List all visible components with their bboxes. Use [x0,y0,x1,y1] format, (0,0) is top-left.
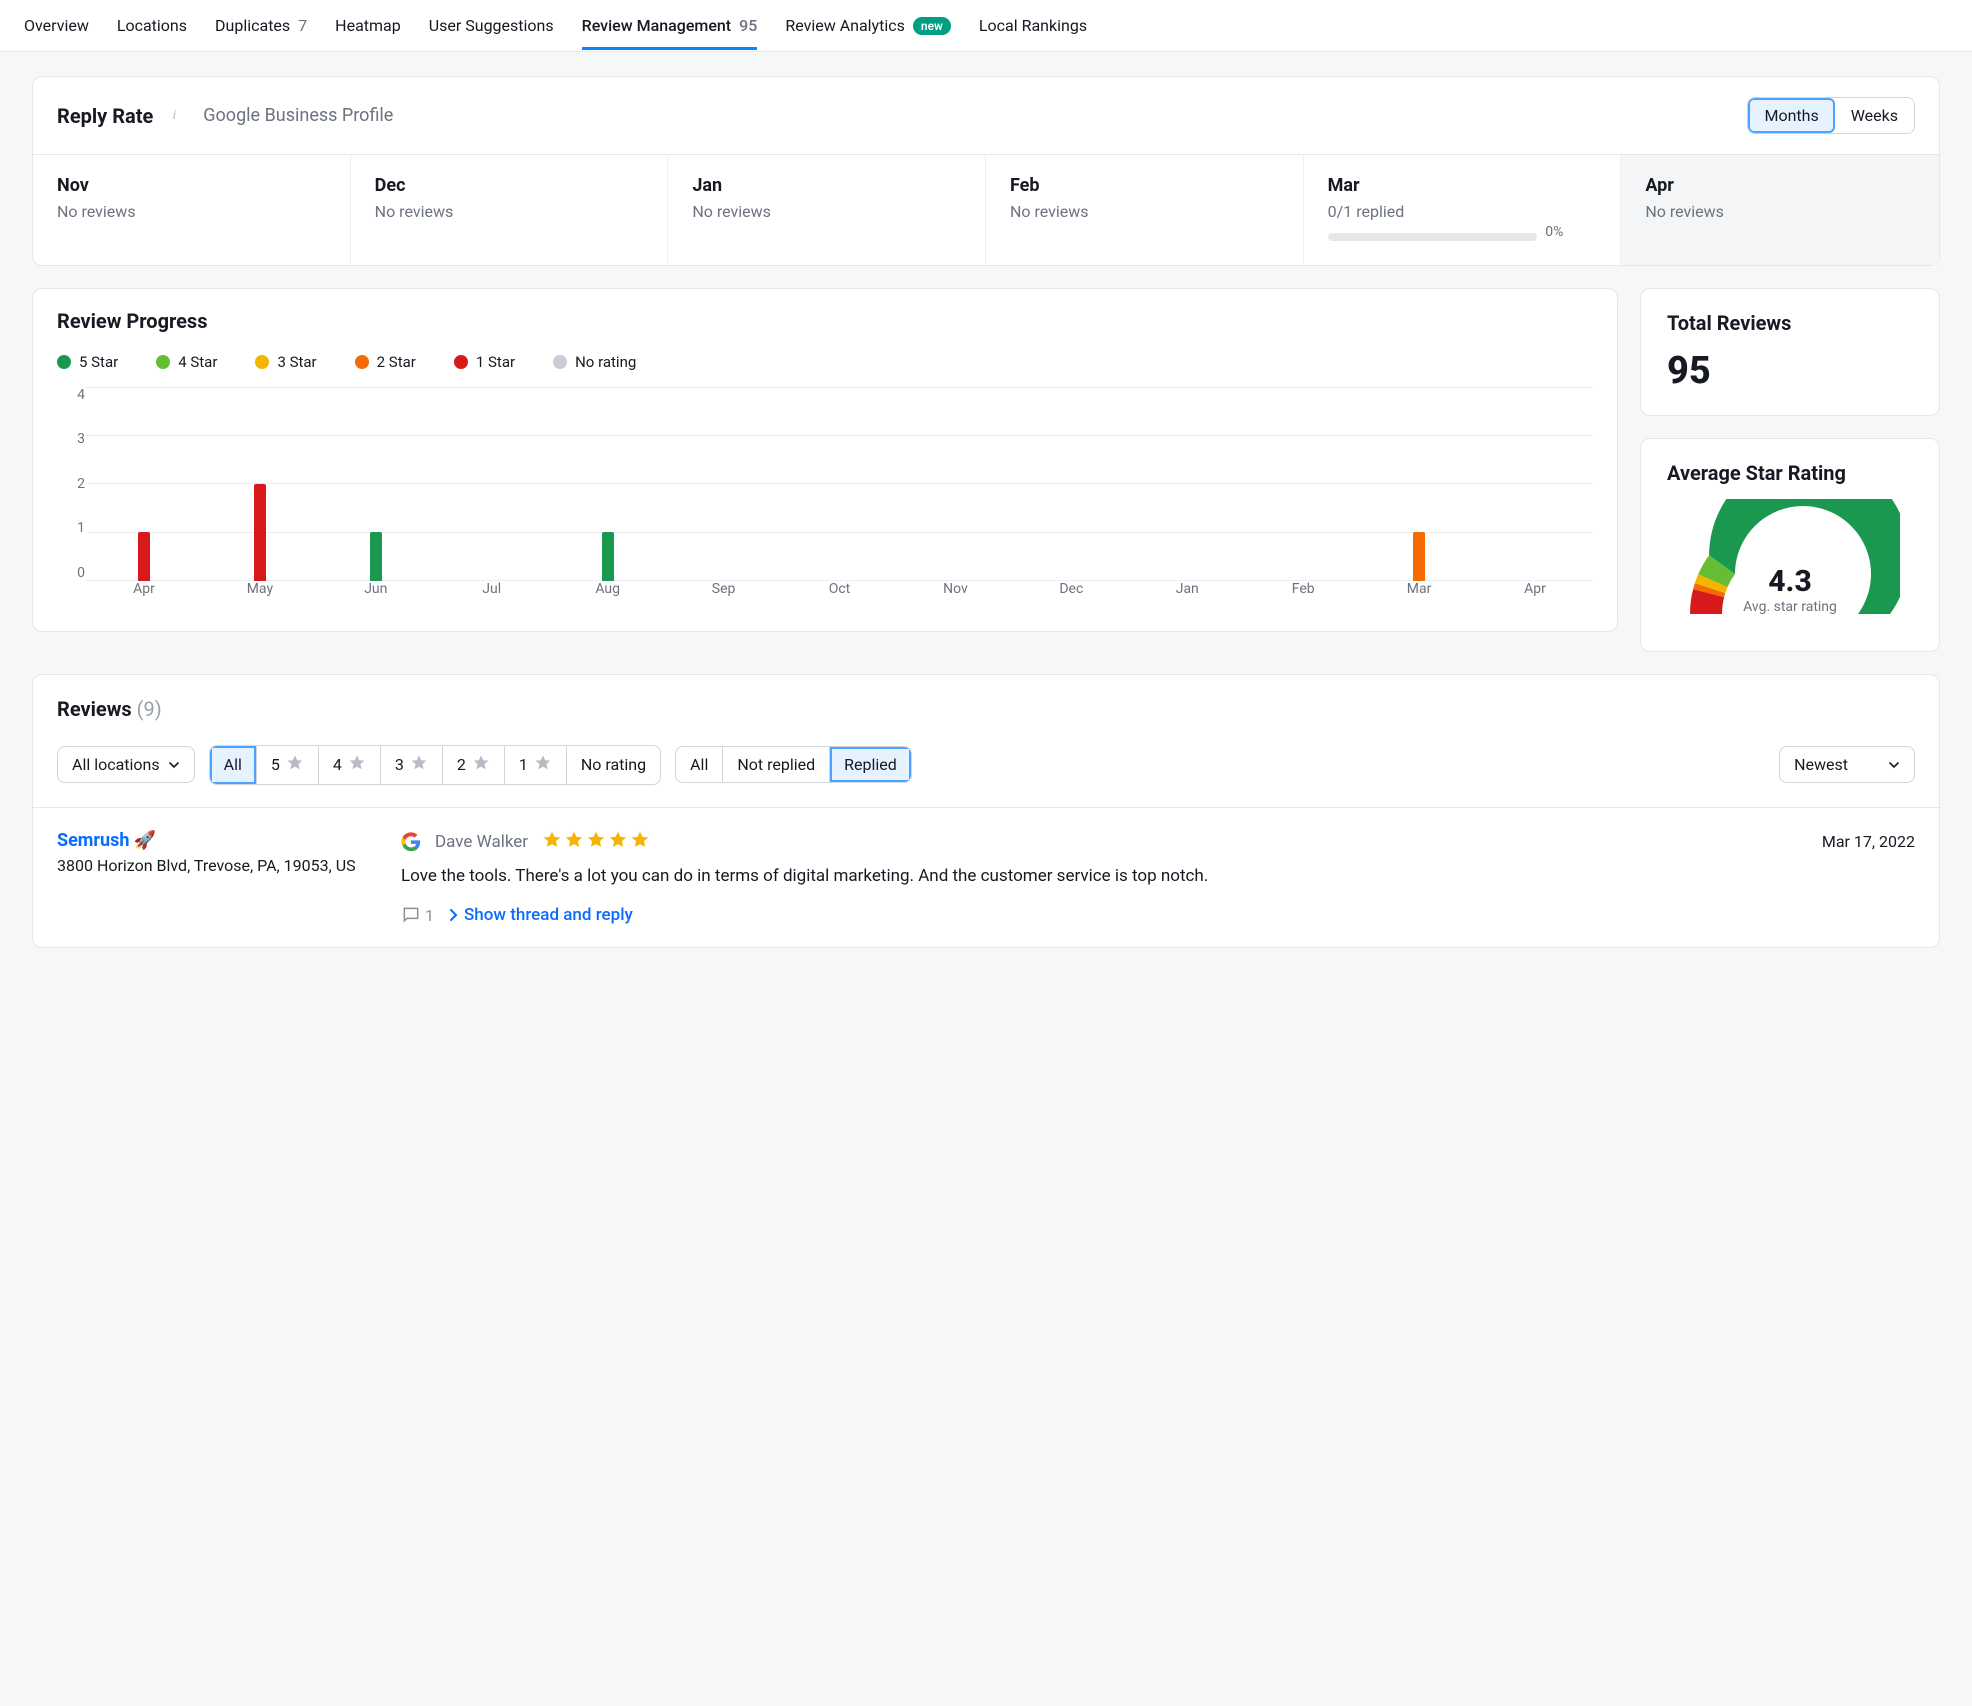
star-icon [564,830,584,854]
avg-rating-value: 4.3 [1680,564,1900,599]
star-filter-all[interactable]: All [210,746,257,784]
legend-item: No rating [553,353,636,371]
avg-rating-sub: Avg. star rating [1680,599,1900,615]
locations-filter-label: All locations [72,755,160,774]
star-filter-none[interactable]: No rating [567,746,660,784]
review-row: Semrush 🚀 3800 Horizon Blvd, Trevose, PA… [33,807,1939,948]
tab-overview[interactable]: Overview [24,2,89,49]
total-reviews-value: 95 [1667,349,1913,393]
tab-review-analytics[interactable]: Review Analyticsnew [785,2,951,49]
chart-legend: 5 Star 4 Star 3 Star 2 Star 1 Star No rating [33,337,1617,379]
show-thread-link[interactable]: Show thread and reply [448,905,633,925]
tab-local-rankings[interactable]: Local Rankings [979,2,1087,49]
chevron-down-icon [1888,759,1900,771]
avg-rating-gauge: 4.3 Avg. star rating [1680,499,1900,619]
review-stars [542,830,650,854]
star-icon [630,830,650,854]
chart-bar [1413,532,1425,581]
star-filter-five[interactable]: 5 [257,746,319,784]
total-reviews-card: Total Reviews 95 [1640,288,1940,416]
thread-count: 1 [425,906,434,925]
star-filter-two[interactable]: 2 [443,746,505,784]
legend-item: 4 Star [156,353,217,371]
month-cell-mar[interactable]: Mar0/1 replied0% [1304,155,1622,265]
review-body: Love the tools. There's a lot you can do… [401,864,1915,890]
review-progress-chart: 43210 AprMayJunJulAugSepOctNovDecJanFebM… [57,387,1593,607]
chart-bar [370,532,382,581]
avg-rating-title: Average Star Rating [1667,461,1913,485]
toggle-months[interactable]: Months [1748,98,1834,133]
legend-item: 5 Star [57,353,118,371]
reviews-card: Reviews (9) All locations All54321No rat… [32,674,1940,949]
tab-duplicates[interactable]: Duplicates7 [215,2,307,49]
legend-item: 2 Star [355,353,416,371]
google-icon [401,832,421,852]
star-icon [608,830,628,854]
chart-bar [138,532,150,581]
month-cell-feb[interactable]: FebNo reviews [986,155,1304,265]
review-progress-card: Review Progress 5 Star 4 Star 3 Star 2 Star… [32,288,1618,632]
reviews-title: Reviews [57,697,132,721]
toggle-weeks[interactable]: Weeks [1835,98,1914,133]
reply-rate-subtitle: Google Business Profile [203,105,393,126]
star-filter-three[interactable]: 3 [381,746,443,784]
legend-item: 1 Star [454,353,515,371]
info-icon[interactable]: i [165,107,183,125]
tab-review-management[interactable]: Review Management95 [582,2,758,49]
reply-filter-all[interactable]: All [676,747,723,782]
star-icon [542,830,562,854]
reply-filter-not-replied[interactable]: Not replied [723,747,830,782]
month-cell-apr[interactable]: AprNo reviews [1621,155,1939,265]
tab-locations[interactable]: Locations [117,2,187,49]
sort-label: Newest [1794,755,1848,774]
review-date: Mar 17, 2022 [1822,832,1915,851]
reply-filter-group: All Not replied Replied [675,746,912,783]
avg-rating-card: Average Star Rating 4.3 Avg. star rating [1640,438,1940,652]
review-address: 3800 Horizon Blvd, Trevose, PA, 19053, U… [57,855,377,877]
star-filter-group: All54321No rating [209,745,661,785]
reviews-count: (9) [137,697,162,721]
total-reviews-title: Total Reviews [1667,311,1913,335]
tab-user-suggestions[interactable]: User Suggestions [429,2,554,49]
star-filter-one[interactable]: 1 [505,746,567,784]
sort-select[interactable]: Newest [1779,746,1915,783]
reply-filter-replied[interactable]: Replied [830,747,911,782]
period-toggle: Months Weeks [1747,97,1915,134]
locations-filter[interactable]: All locations [57,746,195,783]
star-icon [586,830,606,854]
chart-bar [602,532,614,581]
tab-heatmap[interactable]: Heatmap [335,2,401,49]
review-progress-title: Review Progress [57,309,207,333]
month-cell-nov[interactable]: NovNo reviews [33,155,351,265]
chevron-down-icon [168,759,180,771]
legend-item: 3 Star [255,353,316,371]
show-thread-label: Show thread and reply [464,905,633,925]
reply-rate-title: Reply Rate [57,104,153,128]
top-tabs: Overview Locations Duplicates7 Heatmap User … [0,0,1972,52]
comment-icon: 1 [401,905,434,925]
months-row: NovNo reviewsDecNo reviewsJanNo reviewsF… [33,154,1939,265]
review-brand[interactable]: Semrush 🚀 [57,830,377,851]
reply-rate-card: Reply Rate i Google Business Profile Mon… [32,76,1940,266]
star-filter-four[interactable]: 4 [319,746,381,784]
chart-bar [254,484,266,581]
month-cell-dec[interactable]: DecNo reviews [351,155,669,265]
reviewer-name: Dave Walker [435,832,528,852]
month-cell-jan[interactable]: JanNo reviews [668,155,986,265]
